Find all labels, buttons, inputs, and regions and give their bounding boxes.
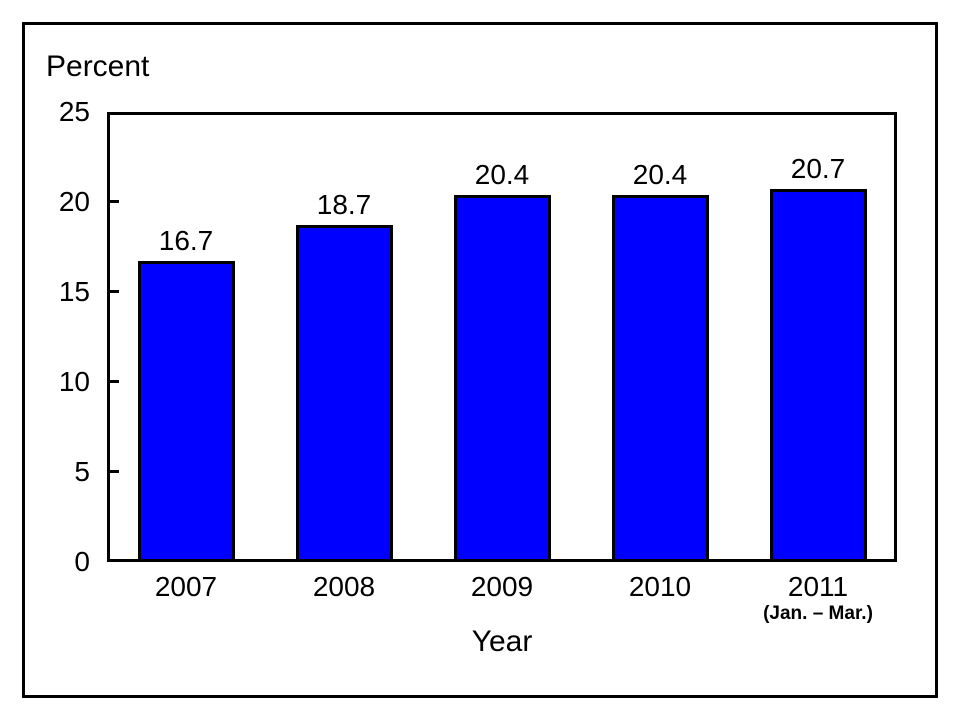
x-tick-label: 2010 [628, 571, 692, 602]
y-tick-label: 5 [74, 456, 90, 487]
x-tick-label: 2009 [470, 571, 534, 602]
y-tick-mark [110, 380, 119, 383]
bar-value-label: 20.7 [790, 153, 846, 185]
y-tick-mark [110, 470, 119, 473]
x-axis-title: Year [471, 625, 533, 658]
bar [611, 194, 709, 562]
outer-border-frame [22, 22, 938, 698]
x-tick-label: 2007 [154, 571, 218, 602]
bar [137, 261, 235, 562]
bar-value-label: 16.7 [158, 225, 214, 257]
y-tick-label: 15 [58, 276, 90, 307]
x-tick-label: 2011 [787, 571, 849, 602]
bar [453, 194, 551, 562]
bar-value-label: 20.4 [632, 158, 688, 190]
y-tick-label: 20 [58, 186, 90, 217]
y-tick-mark [110, 290, 119, 293]
x-tick-label: 2008 [312, 571, 376, 602]
y-axis-title: Percent [46, 50, 150, 83]
bar-value-label: 18.7 [316, 189, 372, 221]
y-tick-label: 10 [58, 366, 90, 397]
y-tick-label: 25 [58, 96, 90, 127]
y-tick-label: 0 [74, 546, 90, 577]
bar [769, 189, 867, 562]
bar [295, 225, 393, 562]
x-tick-sublabel: (Jan. – Mar.) [763, 603, 873, 624]
bar-value-label: 20.4 [474, 158, 530, 190]
y-tick-mark [110, 200, 119, 203]
